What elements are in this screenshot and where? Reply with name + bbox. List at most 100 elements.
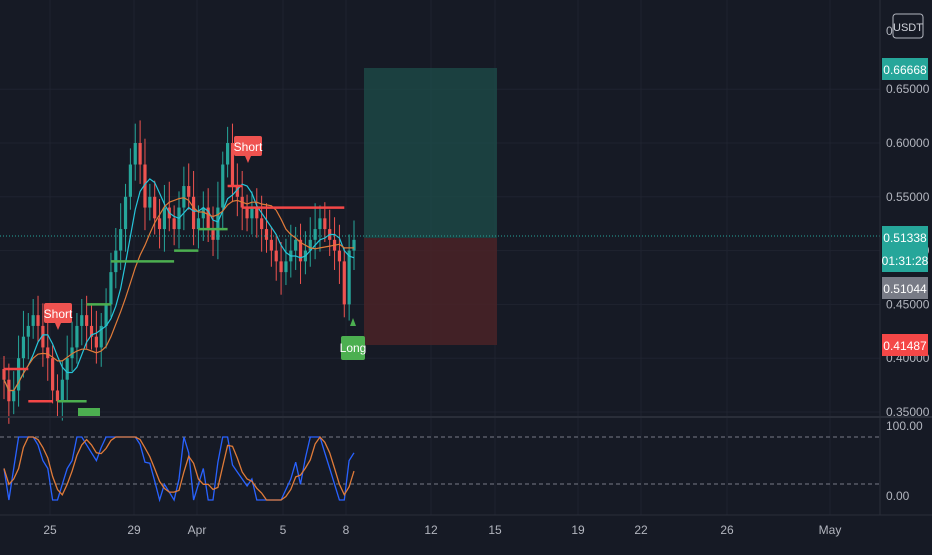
time-tick-label: 25 xyxy=(43,523,57,537)
time-tick-label: 26 xyxy=(720,523,734,537)
time-tick-label: 22 xyxy=(634,523,648,537)
target-price-badge xyxy=(882,58,928,80)
candle-body xyxy=(279,261,283,273)
time-tick-label: 19 xyxy=(571,523,585,537)
candle-body xyxy=(206,207,210,230)
candle-body xyxy=(94,336,98,348)
oscillator-k-line xyxy=(3,436,355,503)
indicator-lines xyxy=(3,178,355,403)
candle-body xyxy=(21,336,26,359)
current-price-badge xyxy=(882,226,928,272)
oscillator-max-label: 100.00 xyxy=(886,419,923,433)
stop-price-badge xyxy=(882,334,928,356)
price-tick-label: 0.55000 xyxy=(886,190,930,204)
short-signal-1-box xyxy=(44,303,72,323)
candle-body xyxy=(230,143,235,187)
candle-body xyxy=(75,325,79,348)
time-axis[interactable]: 25 29 Apr 5 8 12 15 19 22 26 May xyxy=(43,523,841,537)
candle-body xyxy=(187,186,191,197)
candle-body xyxy=(65,358,69,380)
candle-body xyxy=(85,315,89,326)
candle-body xyxy=(221,164,225,208)
candle-body xyxy=(157,218,162,230)
candle-body xyxy=(70,347,74,359)
candle-body xyxy=(182,186,186,208)
candle-body xyxy=(196,218,201,230)
candle-body xyxy=(308,239,312,251)
candle-body xyxy=(342,261,346,305)
candle-countdown-label: 01:31:28 xyxy=(882,254,929,268)
short-signal-2: Short xyxy=(234,136,263,163)
candle-body xyxy=(153,196,157,219)
candle-body xyxy=(269,239,273,251)
price-tick-label: 0.65000 xyxy=(886,82,930,96)
candle-body xyxy=(162,207,167,230)
oscillator-pane xyxy=(0,435,880,503)
long-signal-pointer xyxy=(350,318,356,326)
candle-body xyxy=(16,358,21,391)
short-signal-2-box xyxy=(234,136,262,156)
time-tick-label: May xyxy=(819,523,842,537)
short-signal-1-pointer xyxy=(55,323,61,330)
candle-body xyxy=(226,143,230,165)
candle-body xyxy=(12,390,16,402)
candle-body xyxy=(298,239,303,262)
short-signal-1-label: Short xyxy=(44,307,73,321)
candle-body xyxy=(337,250,342,262)
time-tick-label: 15 xyxy=(488,523,502,537)
candle-body xyxy=(31,315,35,326)
candle-body xyxy=(133,143,137,165)
candle-body xyxy=(191,196,196,230)
price-tick-label: 0.45000 xyxy=(886,297,930,311)
candle-body xyxy=(323,218,327,230)
entry-price-label: 0.51044 xyxy=(883,282,927,296)
candle-body xyxy=(104,304,108,326)
currency-label: USDT xyxy=(893,22,923,34)
candle-body xyxy=(250,207,254,219)
oscillator-min-label: 0.00 xyxy=(886,489,910,503)
candle-body xyxy=(255,207,259,219)
target-zone[interactable] xyxy=(364,68,497,238)
candle-body xyxy=(216,207,220,240)
short-signal-1: Short xyxy=(44,303,73,330)
candle-body xyxy=(36,315,40,326)
long-signal-marker xyxy=(78,408,100,416)
currency-badge[interactable] xyxy=(892,13,924,39)
candle-body xyxy=(274,250,278,262)
candle-body xyxy=(264,229,269,240)
candle-body xyxy=(294,239,298,251)
candle-body xyxy=(201,207,205,219)
candle-body xyxy=(128,164,132,197)
price-tick-label: 0.35000 xyxy=(886,405,930,419)
candle-body xyxy=(109,272,113,305)
time-tick-label: 12 xyxy=(424,523,438,537)
candle-body xyxy=(46,347,50,359)
candle-body xyxy=(284,261,288,273)
candle-body xyxy=(138,143,142,165)
ma-fast-line xyxy=(3,178,355,392)
stop-price-label: 0.41487 xyxy=(883,339,927,353)
price-axis-top-partial: 0 xyxy=(886,24,893,38)
candle-body xyxy=(123,196,128,230)
price-tick-label: 0.60000 xyxy=(886,136,930,150)
candle-body xyxy=(318,218,322,230)
time-tick-label: 5 xyxy=(280,523,287,537)
stop-zone[interactable] xyxy=(364,238,497,345)
candle-body xyxy=(352,239,356,251)
candle-body xyxy=(211,229,215,240)
time-tick-label: 29 xyxy=(127,523,141,537)
ma-slow-line xyxy=(3,197,354,392)
candle-body xyxy=(143,164,147,208)
short-signal-2-label: Short xyxy=(234,140,263,154)
time-tick-label: Apr xyxy=(188,523,207,537)
entry-price-badge xyxy=(882,277,928,299)
long-signal: Long xyxy=(340,318,367,360)
time-tick-label: 8 xyxy=(343,523,350,537)
candle-body xyxy=(313,229,317,240)
candle-body xyxy=(347,250,351,305)
long-signal-label: Long xyxy=(340,341,367,355)
oscillator-d-line xyxy=(3,435,355,501)
candle-body xyxy=(119,229,123,251)
candle-body xyxy=(60,379,64,402)
